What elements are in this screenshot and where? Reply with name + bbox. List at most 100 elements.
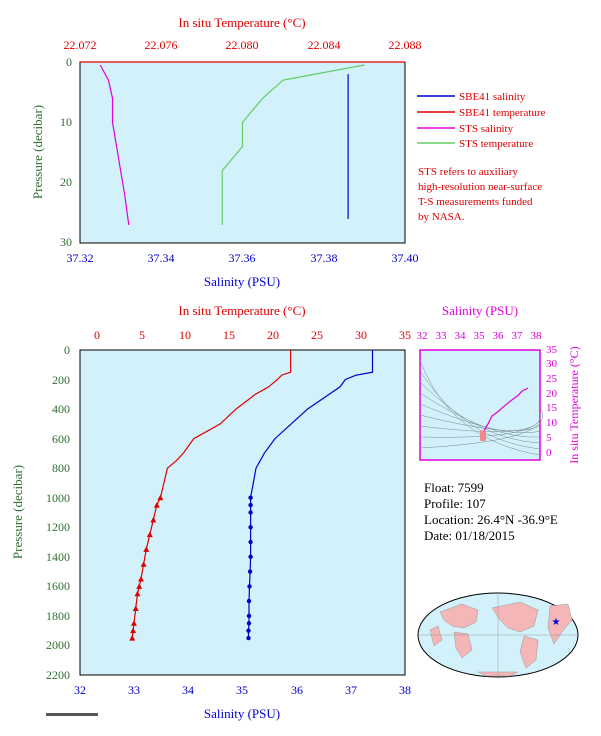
top-temp-tick: 22.084 [308, 38, 341, 52]
temperature-marker [143, 546, 150, 552]
ts-temp-tick: 25 [546, 373, 558, 385]
top-panel: In situ Temperature (°C) Salinity (PSU) … [30, 15, 546, 289]
top-salinity-axis-title: Salinity (PSU) [204, 274, 280, 289]
density-contour [419, 403, 541, 433]
temperature-marker [134, 590, 141, 597]
main-p-tick: 0 [64, 343, 70, 357]
world-map: ★ [417, 592, 579, 678]
footer-mark [46, 713, 98, 716]
legend-label: STS temperature [459, 138, 533, 150]
top-pressure-ticks: 0 10 20 30 [60, 55, 72, 249]
note-line: T-S measurements funded [418, 196, 533, 208]
float-id: Float: 7599 [424, 480, 484, 495]
legend-label: SBE41 temperature [459, 107, 546, 119]
top-plot-area [79, 61, 406, 244]
top-series-sts-temperature [221, 64, 365, 225]
top-p-tick: 10 [60, 115, 72, 129]
top-sal-tick: 37.36 [229, 251, 256, 265]
salinity-marker [246, 598, 252, 604]
top-legend: SBE41 salinity SBE41 temperature STS sal… [417, 91, 546, 150]
ts-sal-tick: 38 [531, 330, 543, 342]
main-sal-tick: 38 [399, 683, 411, 697]
ts-plot-area [419, 349, 541, 461]
salinity-marker [248, 502, 253, 508]
main-p-tick: 2200 [46, 668, 70, 682]
main-series-layer [129, 350, 374, 641]
land-south-america [519, 635, 539, 669]
temperature-marker [157, 494, 164, 501]
ts-temperature-ticks: 0 5 10 15 20 25 30 35 [546, 344, 558, 459]
main-temp-tick: 30 [355, 328, 367, 342]
ts-temp-tick: 15 [546, 402, 558, 414]
ts-sal-tick: 32 [417, 330, 428, 342]
temperature-marker [146, 531, 153, 538]
top-temp-tick: 22.072 [64, 38, 97, 52]
temperature-marker [138, 575, 144, 582]
ts-temp-tick: 10 [546, 417, 558, 429]
main-temp-tick: 15 [223, 328, 235, 342]
profile-date: Date: 01/18/2015 [424, 528, 515, 543]
ts-temp-tick: 20 [546, 388, 558, 400]
ts-temp-tick: 0 [546, 447, 552, 459]
main-p-tick: 600 [52, 432, 70, 446]
main-p-tick: 200 [52, 373, 70, 387]
ts-temperature-axis-title: In situ Temperature (°C) [567, 346, 581, 463]
salinity-marker [248, 525, 253, 530]
temperature-marker [130, 627, 137, 634]
ts-sal-tick: 37 [512, 330, 524, 342]
main-p-tick: 800 [52, 461, 70, 475]
top-temp-tick: 22.080 [226, 38, 259, 52]
density-contour [419, 412, 541, 438]
map-land [429, 601, 573, 677]
land-north-america [491, 601, 539, 633]
ts-temp-tick: 5 [546, 432, 552, 444]
main-temp-tick: 10 [179, 328, 191, 342]
note-line: by NASA. [418, 211, 465, 223]
ts-temp-tick: 35 [546, 344, 558, 356]
main-temperature-ticks: 0 5 10 15 20 25 30 35 [94, 328, 411, 342]
salinity-marker [248, 554, 253, 559]
main-temp-tick: 25 [311, 328, 323, 342]
ts-sal-tick: 36 [493, 330, 505, 342]
ts-salinity-axis-title: Salinity (PSU) [442, 303, 518, 318]
ts-salinity-ticks: 32 33 34 35 36 37 38 [417, 330, 543, 342]
main-salinity-axis-title: Salinity (PSU) [204, 706, 280, 721]
top-sal-tick: 37.40 [392, 251, 419, 265]
salinity-marker [248, 510, 253, 515]
density-contour [419, 370, 541, 450]
density-contour [419, 359, 541, 456]
main-p-tick: 1200 [46, 520, 70, 534]
main-plot-area [79, 349, 406, 676]
salinity-marker [247, 569, 253, 574]
float-location-marker: ★ [552, 617, 561, 628]
ts-sal-tick: 33 [436, 330, 448, 342]
temperature-marker [136, 583, 143, 589]
temperature-marker [140, 561, 147, 567]
land-asia-west [439, 603, 479, 629]
main-temp-tick: 35 [399, 328, 411, 342]
main-sal-tick: 32 [74, 683, 86, 697]
top-pressure-axis-title: Pressure (decibar) [30, 105, 45, 199]
top-sal-tick: 37.38 [311, 251, 338, 265]
main-sal-tick: 33 [128, 683, 140, 697]
main-temp-tick: 5 [139, 328, 145, 342]
top-series-sts-salinity [99, 64, 130, 225]
land-africa-east [429, 625, 443, 647]
main-pressure-axis-title: Pressure (decibar) [10, 465, 25, 559]
main-sal-tick: 35 [236, 683, 248, 697]
main-p-tick: 1000 [46, 491, 70, 505]
top-p-tick: 0 [66, 55, 72, 69]
legend-label: STS salinity [459, 123, 514, 135]
main-sal-tick: 37 [345, 683, 357, 697]
main-sal-tick: 34 [182, 683, 194, 697]
land-australia [453, 631, 473, 659]
top-temperature-ticks: 22.072 22.076 22.080 22.084 22.088 [64, 38, 422, 52]
salinity-marker [246, 613, 252, 619]
main-p-tick: 400 [52, 402, 70, 416]
main-sal-tick: 36 [291, 683, 303, 697]
ts-deep-cluster [480, 430, 486, 441]
ts-panel: Salinity (PSU) In situ Temperature (°C) … [417, 303, 582, 464]
main-panel: In situ Temperature (°C) Salinity (PSU) … [10, 303, 411, 721]
top-temp-tick: 22.088 [389, 38, 422, 52]
profile-number: Profile: 107 [424, 496, 486, 511]
